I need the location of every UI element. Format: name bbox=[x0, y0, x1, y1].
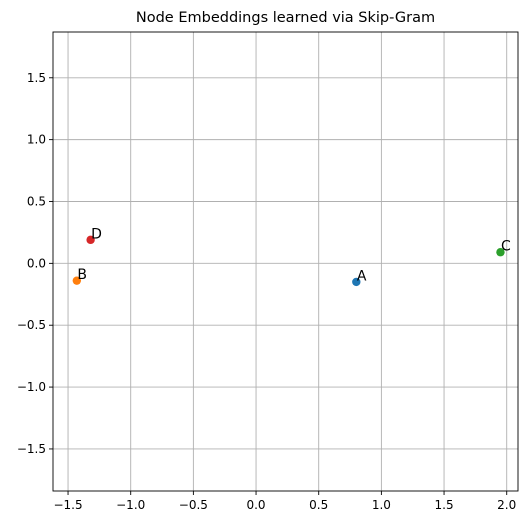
y-tick-label: 1.5 bbox=[27, 71, 46, 85]
y-tick-label: 1.0 bbox=[27, 133, 46, 147]
point-label-b: B bbox=[77, 267, 87, 283]
point-label-a: A bbox=[357, 268, 367, 284]
grid bbox=[53, 32, 518, 491]
data-point-d bbox=[86, 235, 95, 245]
y-tick-label: −1.0 bbox=[17, 380, 46, 394]
x-tick-label: −1.5 bbox=[53, 498, 82, 512]
y-tick-label: 0.5 bbox=[27, 194, 46, 208]
point-label-d: D bbox=[91, 226, 102, 242]
y-tick-label: 0.0 bbox=[27, 256, 46, 270]
y-tick-label: −0.5 bbox=[17, 318, 46, 332]
x-tick-label: −1.0 bbox=[116, 498, 145, 512]
y-tick-label: −1.5 bbox=[17, 442, 46, 456]
x-tick-label: 0.5 bbox=[309, 498, 328, 512]
data-point-c bbox=[496, 248, 505, 257]
x-tick-label: 1.0 bbox=[372, 498, 391, 512]
data-points: A B C D bbox=[72, 226, 511, 287]
chart-title: Node Embeddings learned via Skip-Gram bbox=[136, 10, 435, 26]
x-tick-label: 1.5 bbox=[435, 498, 454, 512]
x-tick-label: 0.0 bbox=[246, 498, 265, 512]
data-point-a bbox=[352, 277, 361, 287]
axis-ticks: −1.5 −1.0 −0.5 0.0 0.5 1.0 1.5 2.0 −1.5 −1.0 −0.5 0… bbox=[17, 71, 516, 512]
x-tick-label: 2.0 bbox=[497, 498, 516, 512]
plot-frame bbox=[52, 31, 519, 492]
point-label-c: C bbox=[501, 239, 511, 255]
data-point-b bbox=[72, 276, 82, 285]
x-tick-label: −0.5 bbox=[179, 498, 208, 512]
